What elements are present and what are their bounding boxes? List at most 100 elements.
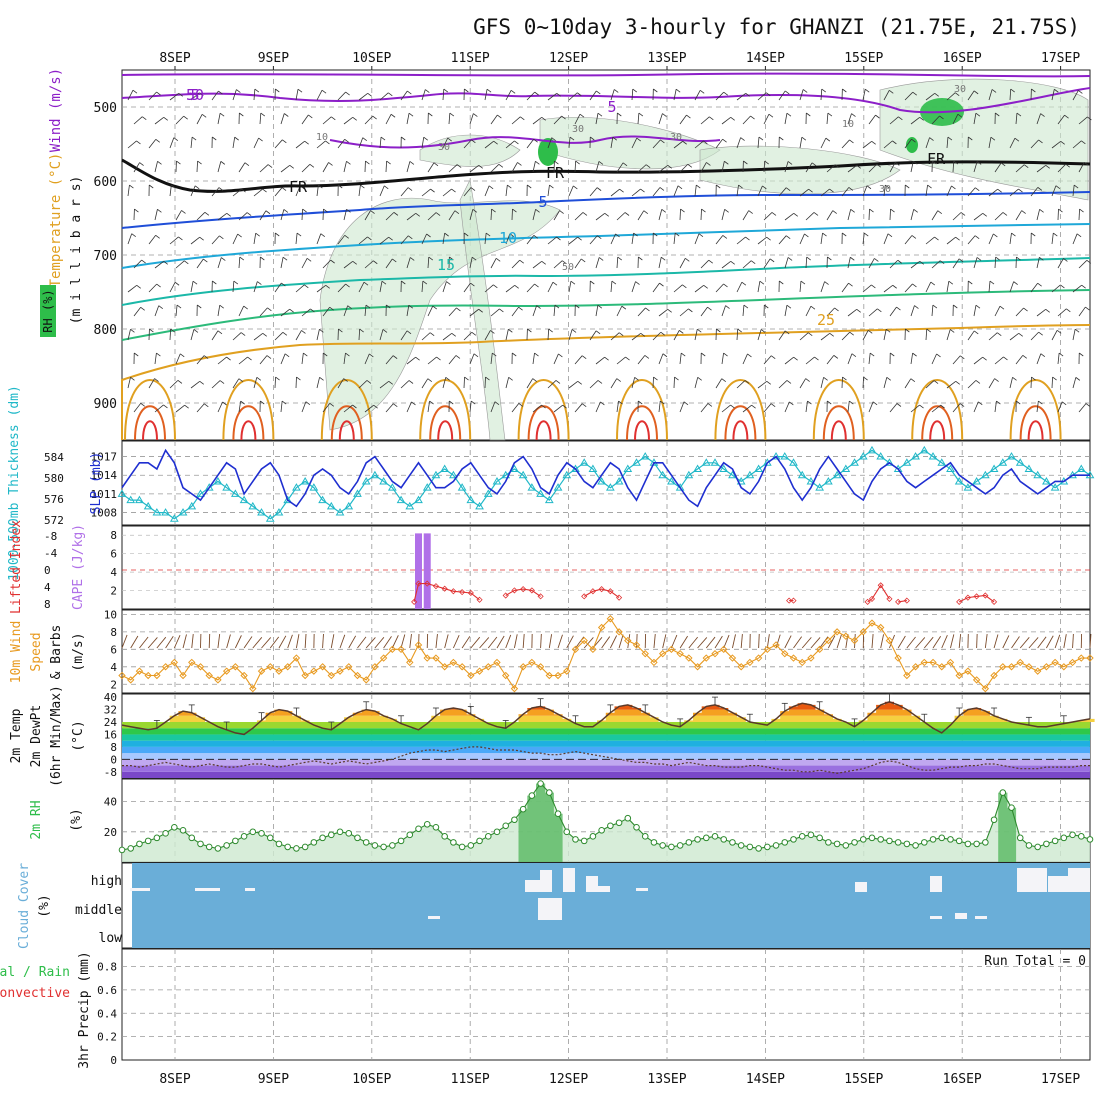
cloud-cell [563, 868, 575, 892]
date-label-bottom: 16SEP [943, 1072, 982, 1087]
cloud-cell [855, 882, 867, 892]
cloud-cell [586, 876, 598, 892]
cloud-cell [538, 898, 562, 920]
rh-marker [250, 829, 256, 835]
rh-marker [677, 843, 683, 849]
rh-marker [459, 844, 465, 850]
temp-band [122, 772, 1090, 778]
temp-tick-label: 0 [110, 753, 117, 766]
contour-label: 30 [879, 184, 891, 195]
wind-tick-label: 2 [110, 678, 117, 691]
rh-legend-label: RH (%) [41, 289, 55, 332]
date-label-top: 16SEP [943, 51, 982, 66]
slp-ylabel: SLP (mb) [89, 452, 104, 515]
rh-marker [442, 834, 448, 840]
rh-marker [555, 811, 561, 817]
rh-marker [773, 843, 779, 849]
thickness-tick-label: 572 [44, 514, 64, 527]
rh-marker [547, 790, 553, 796]
rh-marker [983, 840, 989, 846]
wind-barb [1079, 209, 1080, 220]
temp-band [122, 753, 1090, 759]
rh-marker [730, 840, 736, 846]
wind-tick-label: 6 [110, 643, 117, 656]
wind-ylabel-unit: (m/s) [71, 632, 86, 671]
rh-marker [172, 824, 178, 830]
rh-marker [355, 835, 361, 841]
contour-label: 5 [538, 193, 547, 211]
rh-marker [634, 824, 640, 830]
precip-tick-label: 0.6 [97, 984, 117, 997]
rh-marker [956, 838, 962, 844]
date-label-top: 8SEP [159, 51, 190, 66]
date-label-top: 14SEP [746, 51, 785, 66]
wind-ylabel-3: & Barbs [49, 625, 64, 680]
li-tick-label: -8 [44, 530, 57, 543]
rh-marker [817, 835, 823, 841]
rh-marker [363, 840, 369, 846]
temp-ylabel-unit: (°C) [71, 720, 86, 751]
temp-tick-label: 32 [104, 704, 117, 717]
rh-marker [538, 781, 544, 787]
rh-marker [372, 843, 378, 849]
rh-marker [1052, 838, 1058, 844]
rh-marker [285, 844, 291, 850]
date-label-top: 11SEP [451, 51, 490, 66]
temp-tick-label: 40 [104, 691, 117, 704]
rh-marker [965, 841, 971, 847]
rh-marker [808, 832, 814, 838]
cape-tick-label: 2 [110, 585, 117, 598]
rh-marker [843, 843, 849, 849]
rh-ylabel-unit: (%) [69, 808, 84, 831]
cloud-cell [930, 876, 942, 892]
rh-marker [128, 846, 134, 852]
rh-marker [1026, 843, 1032, 849]
cape-tick-label: 8 [110, 529, 117, 542]
rh-marker [512, 817, 518, 823]
thickness-tick-label: 580 [44, 472, 64, 485]
rh-marker [224, 843, 230, 849]
pressure-tick-label: 600 [94, 175, 117, 190]
rh-marker [407, 832, 413, 838]
precip-label-convective: Convective [0, 986, 70, 1001]
rh-marker [1017, 835, 1023, 841]
rh-marker [1087, 837, 1093, 843]
wind-tick-label: 10 [104, 608, 117, 621]
rh-marker [599, 828, 605, 834]
date-label-bottom: 15SEP [844, 1072, 883, 1087]
run-total-label: Run Total = 0 [984, 954, 1086, 969]
rh-marker [616, 820, 622, 826]
rh-marker [259, 831, 265, 837]
rh-marker [320, 835, 326, 841]
rh-marker [189, 835, 195, 841]
rh-marker [233, 838, 239, 844]
rh-marker [573, 837, 579, 843]
cloud-cell [975, 916, 987, 919]
rh-marker [1044, 841, 1050, 847]
rh-marker [1078, 834, 1084, 840]
rh-marker [477, 838, 483, 844]
li-tick-label: 0 [44, 564, 51, 577]
cloud-cell [428, 916, 440, 919]
cloud-cell [1068, 868, 1090, 892]
temp-band [122, 741, 1090, 747]
rh-marker [799, 834, 805, 840]
contour-label: 10 [316, 132, 328, 143]
cloud-cell [540, 870, 552, 892]
precip-tick-label: 0.4 [97, 1007, 117, 1020]
rh-marker [198, 841, 204, 847]
date-label-bottom: 17SEP [1041, 1072, 1080, 1087]
contour-label: 30 [438, 142, 450, 153]
rh-marker [887, 838, 893, 844]
rh-marker [930, 837, 936, 843]
temp-ylabel-1: 2m Temp [9, 708, 24, 763]
cloud-cell [955, 913, 967, 919]
precip-tick-label: 0 [110, 1054, 117, 1067]
rh-marker [564, 829, 570, 835]
wind-barb-10m [977, 634, 978, 648]
rh-marker [669, 844, 675, 850]
rh-marker [381, 844, 387, 850]
rh-marker [703, 835, 709, 841]
rh-marker [494, 829, 500, 835]
